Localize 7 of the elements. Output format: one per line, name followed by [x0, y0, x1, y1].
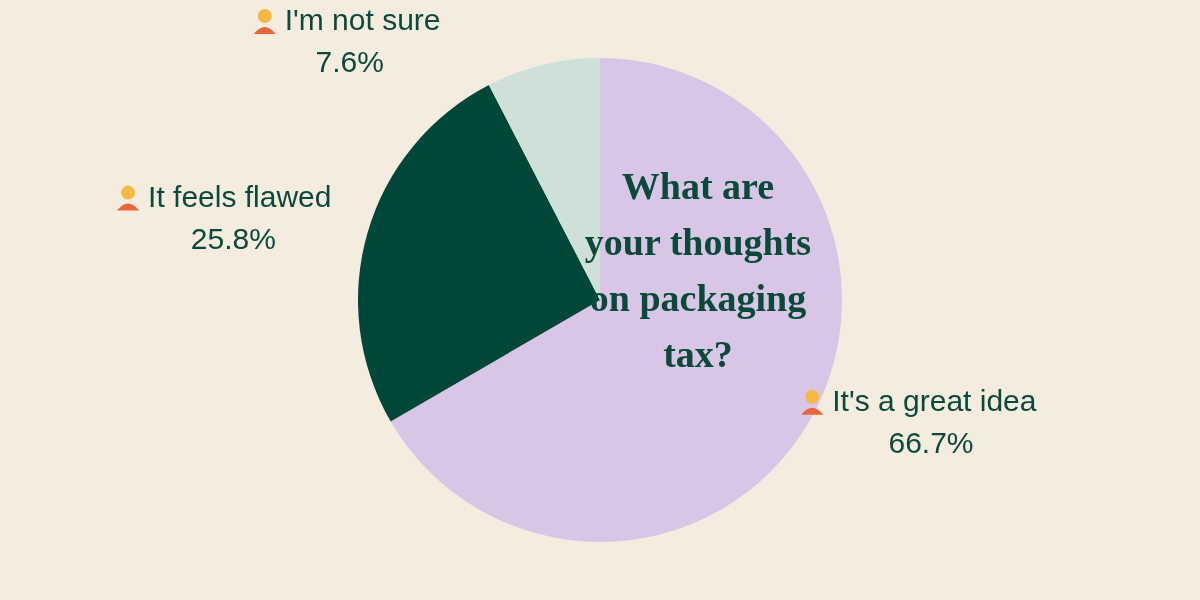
text: What are your thoughts on packaging tax? [584, 165, 812, 375]
data-label: 25.8% [190, 221, 276, 255]
data-label: 7.6% [315, 45, 384, 78]
slice-label: It's a great idea [832, 383, 1037, 417]
data-label: 66.7% [888, 425, 974, 459]
slice-label: I'm not sure [284, 3, 441, 36]
slice-label: It feels flawed [148, 179, 332, 213]
